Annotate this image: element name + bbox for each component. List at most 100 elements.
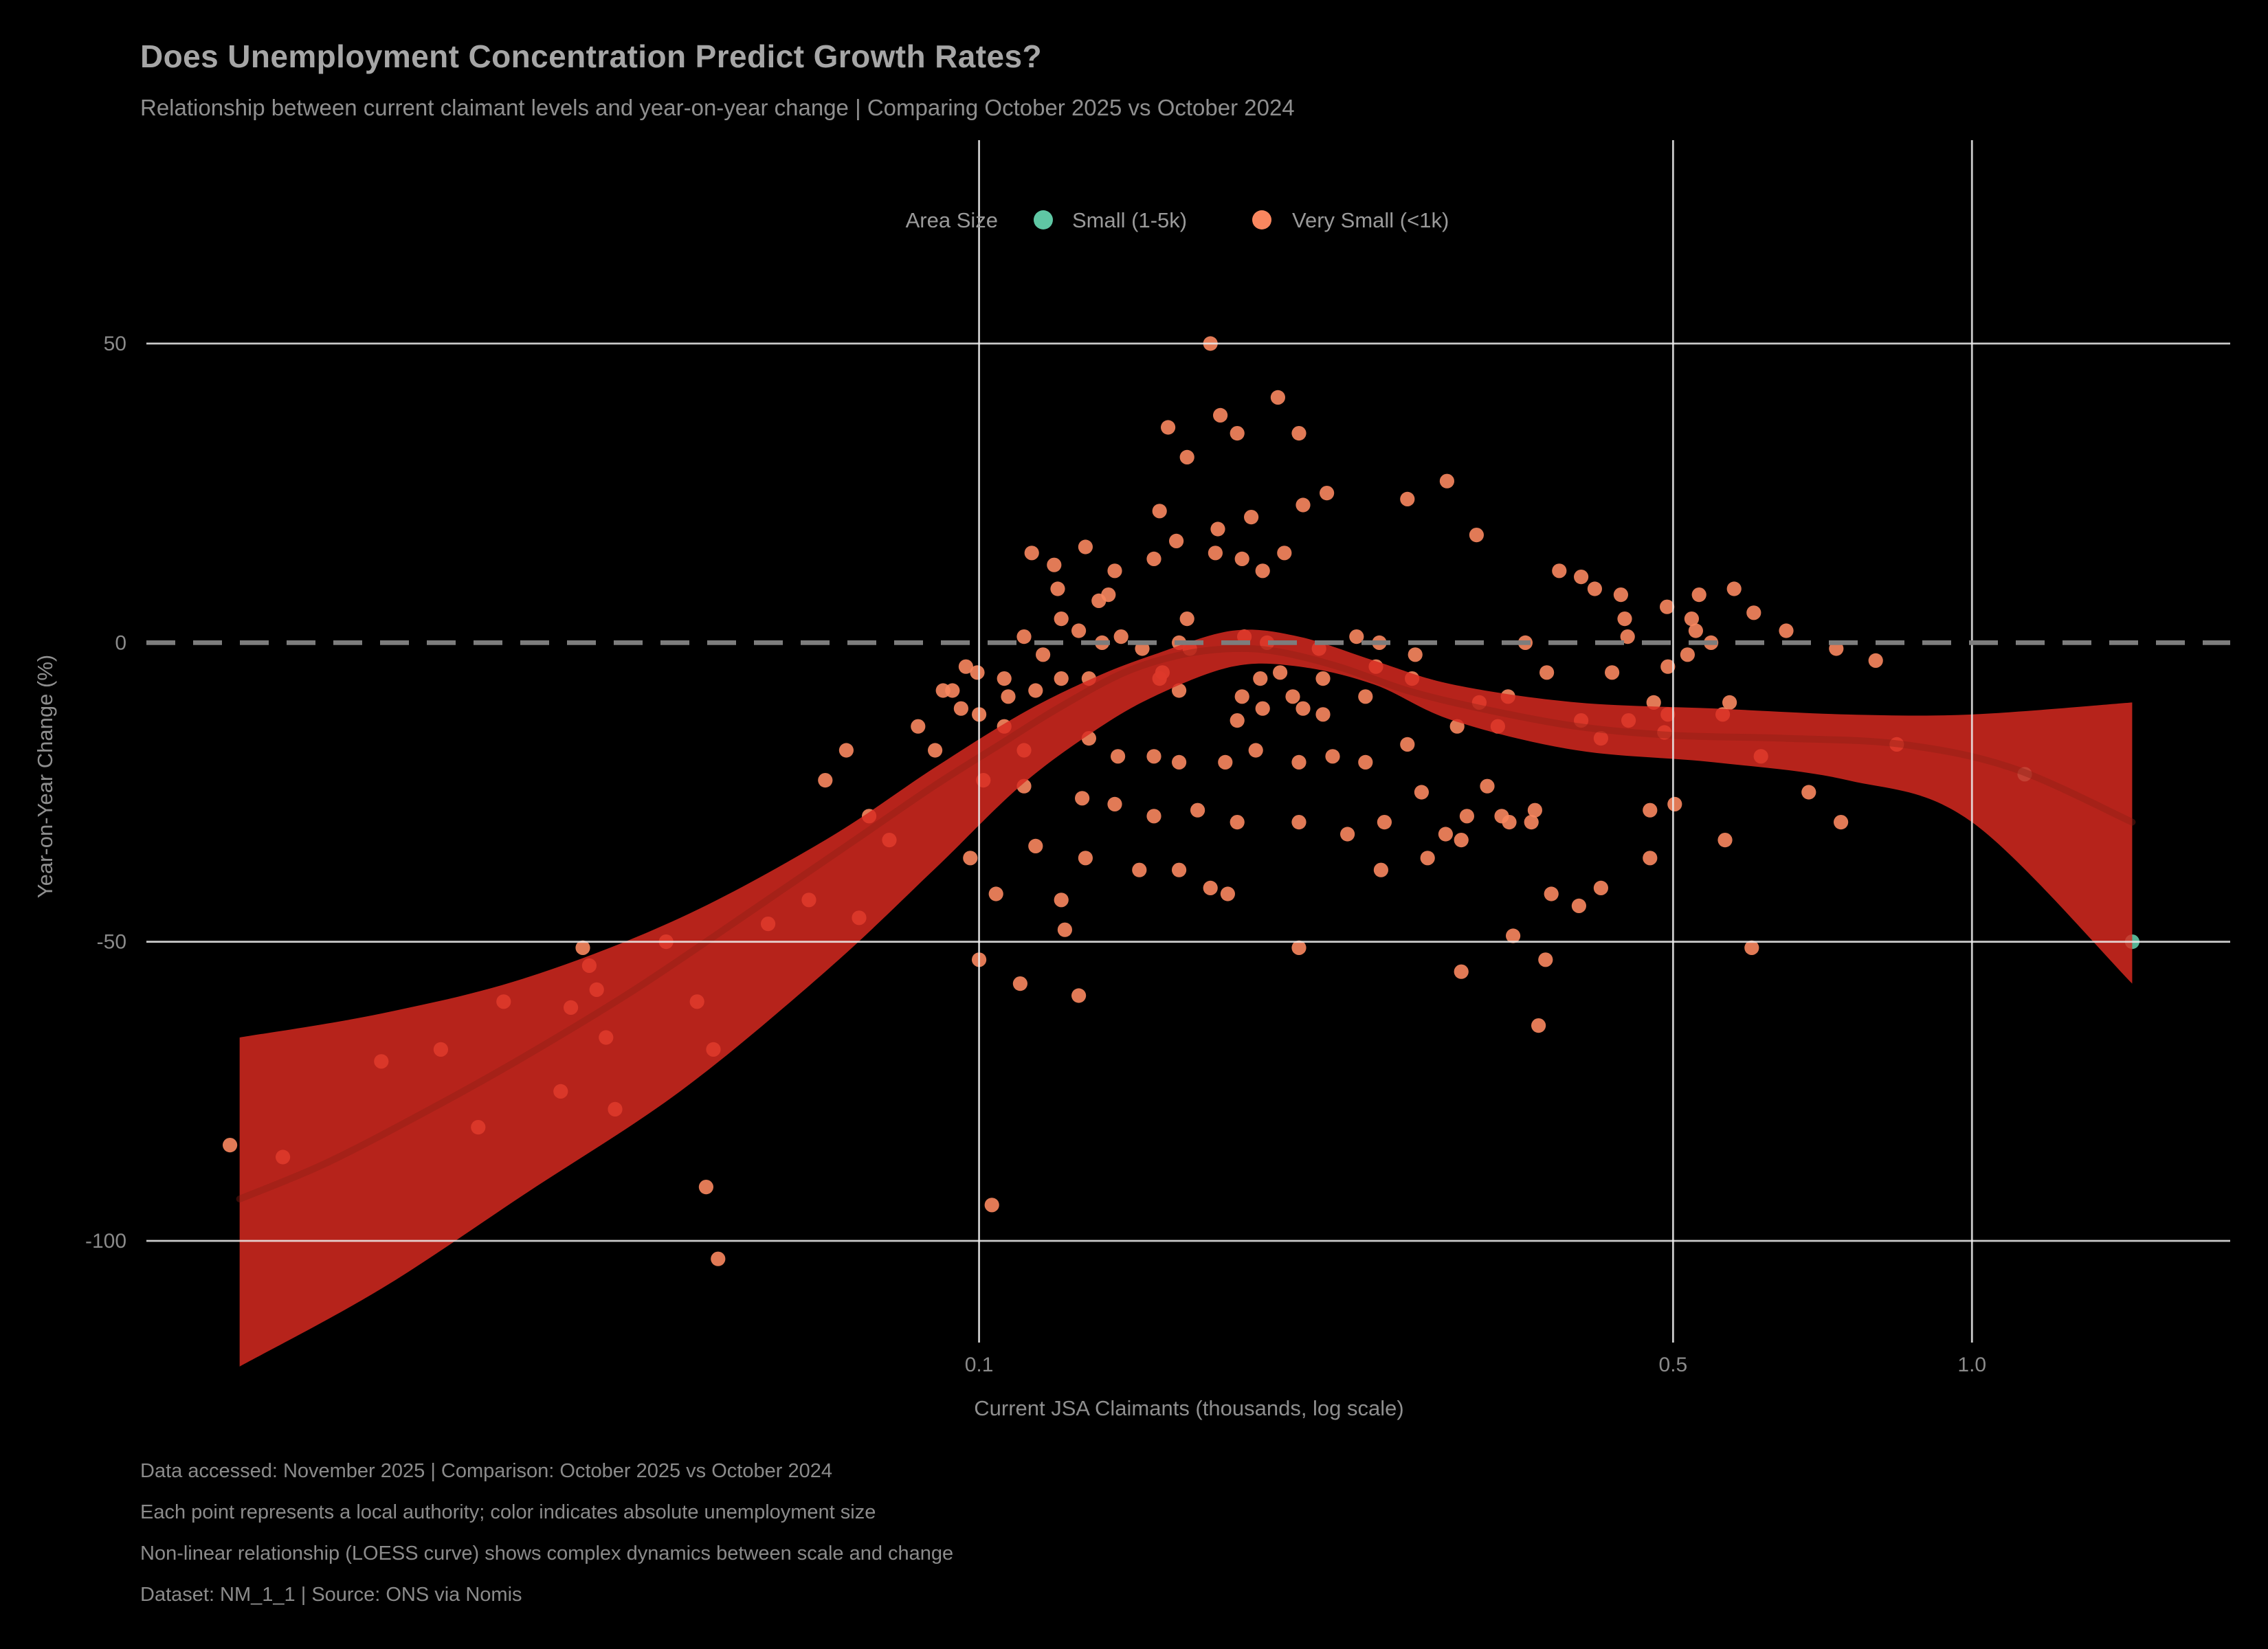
scatter-point — [1459, 809, 1474, 824]
scatter-point — [1646, 695, 1661, 710]
scatter-point — [1571, 898, 1586, 913]
loess-line-layer — [236, 644, 2136, 1203]
scatter-point — [1208, 546, 1223, 561]
scatter-point — [1291, 426, 1307, 441]
x-tick-label: 0.1 — [965, 1354, 994, 1376]
scatter-point — [575, 940, 590, 955]
scatter-point — [1255, 701, 1270, 716]
x-axis-title: Current JSA Claimants (thousands, log sc… — [974, 1396, 1403, 1420]
scatter-point — [1680, 647, 1695, 662]
scatter-point — [1688, 623, 1703, 638]
scatter-point — [1779, 623, 1794, 638]
scatter-point — [945, 683, 960, 698]
scatter-point — [1717, 833, 1733, 848]
scatter-point — [1179, 449, 1194, 465]
scatter-point — [1253, 671, 1268, 686]
legend-swatch — [1034, 210, 1053, 229]
scatter-point — [1358, 689, 1373, 704]
scatter-point — [1358, 754, 1373, 770]
scatter-point — [997, 671, 1012, 686]
scatter-point — [1078, 539, 1093, 554]
scatter-point — [1617, 612, 1632, 627]
scatter-point — [1230, 426, 1245, 441]
scatter-point — [1078, 851, 1093, 866]
scatter-point — [1574, 570, 1589, 585]
loess-confidence-band — [239, 629, 2133, 1367]
scatter-point — [1744, 940, 1759, 955]
loess-line — [236, 644, 2136, 1203]
scatter-point — [1726, 581, 1742, 596]
scatter-point — [1400, 491, 1415, 507]
scatter-point — [1643, 803, 1658, 818]
footer-line-4: Dataset: NM_1_1 | Source: ONS via Nomis — [140, 1584, 522, 1606]
scatter-point — [1834, 815, 1849, 830]
scatter-point — [1057, 922, 1072, 937]
y-axis-title: Year-on-Year Change (%) — [33, 655, 57, 898]
scatter-point — [1746, 605, 1761, 620]
scatter-point — [970, 665, 985, 680]
scatter-point — [1001, 689, 1016, 704]
scatter-point — [1248, 743, 1263, 758]
scatter-point — [1028, 683, 1043, 698]
legend: Area Size Small (1-5k) Very Small (<1k) — [906, 208, 1449, 232]
scatter-point — [1438, 827, 1453, 842]
scatter-point — [1285, 689, 1300, 704]
scatter-point — [1544, 886, 1559, 901]
scatter-point — [1203, 880, 1218, 895]
scatter-point — [1722, 695, 1737, 710]
gridline-layer — [146, 140, 2230, 1343]
scatter-point — [988, 886, 1003, 901]
scatter-point — [1454, 833, 1469, 848]
scatter-point — [1660, 599, 1675, 614]
scatter-point — [1016, 629, 1032, 644]
scatter-point — [1146, 809, 1161, 824]
scatter-point — [1172, 683, 1187, 698]
scatter-point — [1527, 803, 1542, 818]
scatter-point — [928, 743, 943, 758]
scatter-point — [1552, 563, 1567, 579]
footer-line-2: Each point represents a local authority;… — [140, 1502, 876, 1524]
scatter-point — [1502, 815, 1517, 830]
scatter-point — [1273, 665, 1288, 680]
scatter-point — [1691, 587, 1706, 603]
scatter-point — [958, 659, 973, 674]
scatter-point — [1291, 754, 1307, 770]
scatter-point — [1414, 785, 1429, 800]
scatter-point — [1469, 528, 1484, 543]
scatter-point — [1107, 796, 1122, 811]
scatter-point — [1660, 659, 1676, 674]
scatter-point — [1538, 952, 1553, 967]
scatter-point — [1439, 473, 1454, 489]
scatter-point — [1012, 976, 1027, 991]
legend-swatch — [1252, 210, 1271, 229]
scatter-point — [1531, 1018, 1546, 1033]
footer-notes: Data accessed: November 2025 | Compariso… — [140, 1451, 953, 1616]
chart-title: Does Unemployment Concentration Predict … — [140, 38, 1042, 74]
scatter-point — [1593, 880, 1608, 895]
scatter-point — [1320, 486, 1335, 501]
scatter-point — [1234, 689, 1249, 704]
scatter-point — [1028, 838, 1043, 853]
scatter-point — [1506, 928, 1521, 943]
scatter-point — [1801, 785, 1816, 800]
scatter-point — [1296, 701, 1311, 716]
scatter-point — [1277, 546, 1292, 561]
scatter-point — [1270, 390, 1285, 405]
scatter-point — [1161, 420, 1176, 435]
scatter-point — [1024, 546, 1039, 561]
scatter-point — [1146, 551, 1161, 567]
scatter-point — [1400, 737, 1415, 752]
loess-band-layer — [239, 629, 2133, 1367]
scatter-point — [1643, 851, 1658, 866]
scatter-point — [1255, 563, 1270, 579]
scatter-point — [1172, 862, 1187, 877]
scatter-point — [1071, 623, 1087, 638]
scatter-point — [1605, 665, 1620, 680]
scatter-point — [1315, 671, 1331, 686]
scatter-point — [1190, 803, 1205, 818]
scatter-point — [1075, 791, 1090, 806]
scatter-point — [1230, 815, 1245, 830]
scatter-point — [1408, 647, 1423, 662]
scatter-point — [1296, 497, 1311, 513]
